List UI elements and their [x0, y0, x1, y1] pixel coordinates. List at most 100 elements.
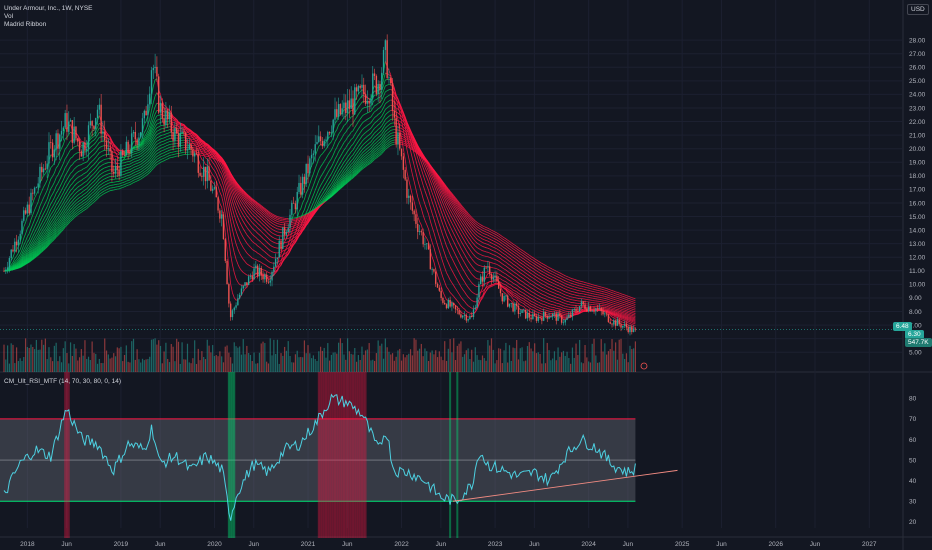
ribbon-segment [485, 273, 489, 278]
ribbon-segment [336, 159, 339, 164]
ribbon-segment [456, 211, 460, 215]
ribbon-segment [633, 324, 636, 326]
ribbon-segment [383, 114, 386, 119]
ribbon-segment [260, 236, 264, 239]
ribbon-segment [530, 308, 533, 311]
ribbon-segment [25, 260, 28, 263]
ribbon-segment [221, 165, 224, 170]
ribbon-segment [438, 250, 442, 257]
ribbon-segment [397, 116, 400, 119]
ribbon-segment [444, 190, 447, 195]
ribbon-segment [336, 143, 339, 148]
ribbon-segment [32, 226, 35, 232]
ribbon-segment [25, 242, 28, 247]
ribbon-segment [185, 129, 188, 132]
ribbon-segment [462, 259, 465, 263]
ribbon-segment [341, 156, 345, 161]
ribbon-segment [143, 136, 147, 140]
ribbon-segment [480, 298, 483, 301]
ribbon-segment [465, 225, 469, 229]
ribbon-segment [230, 221, 233, 230]
ribbon-segment [368, 122, 372, 125]
ribbon-segment [404, 117, 408, 123]
ribbon-segment [464, 222, 467, 226]
ribbon-segment [376, 140, 379, 143]
ribbon-segment [147, 137, 151, 141]
ribbon-segment [52, 226, 55, 230]
ribbon-segment [624, 316, 627, 318]
ribbon-segment [309, 206, 312, 211]
ribbon-segment [473, 284, 476, 287]
ribbon-segment [52, 220, 55, 224]
time-tick-label: 2018 [20, 541, 35, 548]
ribbon-segment [268, 272, 271, 274]
ribbon-segment [284, 256, 287, 260]
ribbon-segment [388, 123, 392, 126]
ribbon-segment [442, 189, 446, 194]
ribbon-segment [379, 115, 383, 119]
ribbon-segment [455, 276, 458, 281]
ribbon-segment [374, 121, 377, 124]
ribbon-segment [410, 165, 413, 175]
ribbon-segment [336, 165, 339, 170]
ribbon-segment [331, 146, 334, 151]
ribbon-segment [221, 196, 224, 205]
ribbon-segment [511, 265, 514, 268]
ribbon-segment [478, 258, 481, 261]
ribbon-segment [500, 250, 503, 254]
ribbon-segment [399, 114, 402, 117]
ribbon-segment [367, 139, 370, 142]
ribbon-segment [59, 212, 62, 216]
ribbon-segment [525, 291, 528, 293]
time-tick-label: Jun [623, 541, 634, 548]
ribbon-segment [239, 230, 242, 235]
ribbon-segment [75, 171, 79, 174]
ribbon-segment [307, 219, 311, 223]
ribbon-segment [86, 164, 89, 168]
ribbon-segment [613, 315, 616, 318]
ribbon-segment [629, 315, 632, 318]
ribbon-segment [554, 289, 557, 292]
ribbon-segment [147, 129, 151, 134]
ribbon-segment [55, 215, 59, 218]
ribbon-segment [550, 288, 553, 290]
ribbon-segment [142, 145, 145, 149]
ribbon-segment [68, 149, 71, 154]
ribbon-segment [350, 144, 354, 147]
ribbon-segment [505, 288, 508, 291]
ribbon-segment [151, 139, 154, 143]
ribbon-segment [534, 293, 537, 295]
ribbon-segment [151, 145, 154, 149]
ribbon-segment [305, 208, 309, 213]
ribbon-segment [28, 252, 32, 256]
ribbon-segment [300, 202, 303, 209]
ribbon-segment [563, 310, 566, 312]
ribbon-segment [512, 260, 516, 263]
ribbon-segment [438, 205, 442, 212]
ribbon-segment [251, 217, 255, 221]
ribbon-segment [529, 307, 532, 310]
ribbon-segment [43, 231, 46, 235]
ribbon-segment [563, 290, 566, 293]
ribbon-segment [566, 292, 569, 294]
ribbon-segment [520, 304, 523, 307]
ribbon-segment [212, 149, 215, 152]
ribbon-segment [525, 276, 528, 279]
ribbon-segment [264, 251, 267, 254]
ribbon-segment [286, 250, 289, 253]
ribbon-segment [196, 140, 199, 142]
ribbon-segment [154, 130, 158, 134]
ribbon-segment [91, 173, 95, 176]
ribbon-segment [73, 196, 77, 200]
ribbon-segment [415, 160, 419, 168]
ribbon-segment [12, 264, 16, 268]
time-tick-label: Jun [249, 541, 260, 548]
ribbon-segment [68, 202, 71, 206]
ribbon-segment [554, 286, 557, 289]
ribbon-segment [345, 168, 348, 172]
ribbon-segment [419, 149, 422, 153]
ribbon-segment [223, 203, 226, 215]
ribbon-segment [340, 175, 343, 179]
ribbon-segment [467, 296, 471, 300]
